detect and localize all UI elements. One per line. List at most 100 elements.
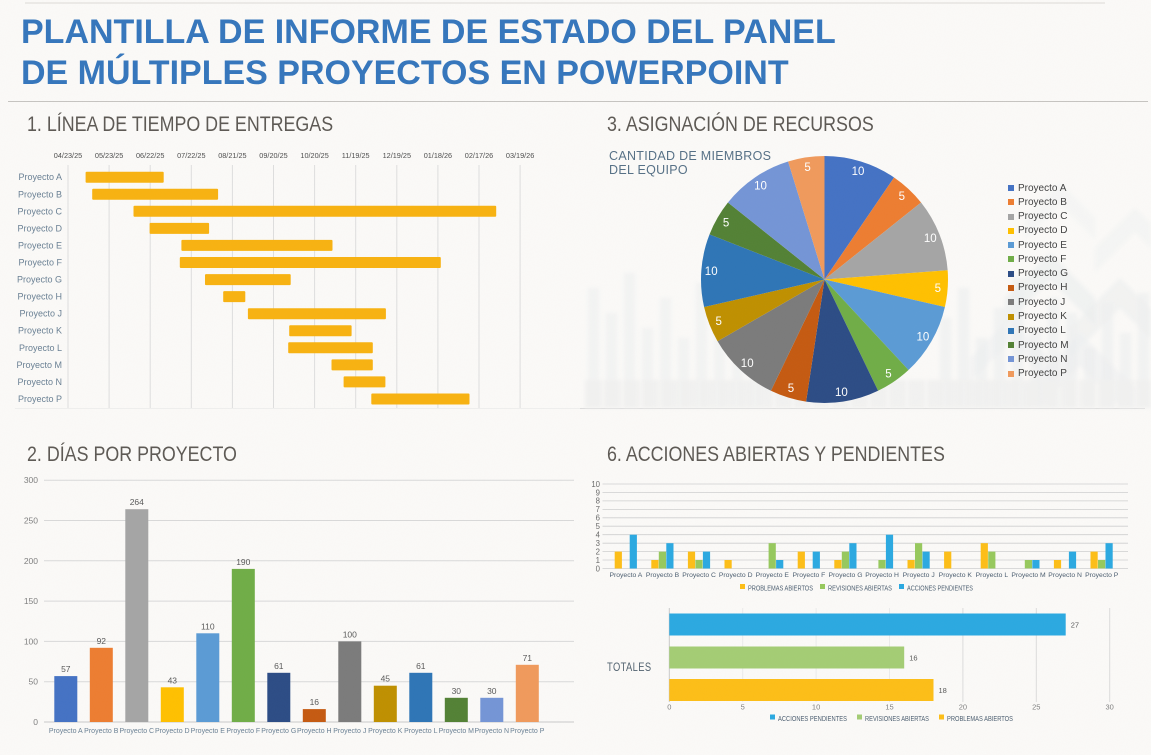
- svg-text:16: 16: [909, 654, 917, 663]
- svg-text:4: 4: [596, 531, 601, 540]
- svg-text:Proyecto P: Proyecto P: [18, 394, 62, 404]
- svg-text:10: 10: [917, 331, 930, 343]
- svg-text:5: 5: [715, 316, 721, 328]
- svg-text:200: 200: [24, 556, 38, 566]
- svg-text:Proyecto E: Proyecto E: [191, 728, 226, 735]
- svg-text:06/22/25: 06/22/25: [136, 151, 164, 160]
- svg-text:Proyecto N: Proyecto N: [17, 377, 62, 387]
- svg-text:10: 10: [852, 166, 865, 178]
- svg-text:Proyecto A: Proyecto A: [49, 728, 83, 735]
- svg-text:5: 5: [788, 383, 794, 395]
- svg-text:Proyecto F: Proyecto F: [18, 258, 62, 268]
- svg-text:Proyecto A: Proyecto A: [609, 572, 642, 579]
- svg-text:04/23/25: 04/23/25: [54, 151, 82, 160]
- svg-text:Proyecto B: Proyecto B: [646, 572, 680, 579]
- svg-text:25: 25: [1032, 703, 1040, 712]
- svg-text:12/19/25: 12/19/25: [383, 151, 411, 160]
- svg-text:PROBLEMAS ABIERTOS: PROBLEMAS ABIERTOS: [947, 714, 1013, 723]
- svg-text:92: 92: [97, 636, 107, 646]
- svg-text:Proyecto M: Proyecto M: [1011, 572, 1046, 579]
- svg-text:Proyecto G: Proyecto G: [17, 275, 62, 285]
- svg-text:30: 30: [452, 686, 462, 696]
- svg-text:5: 5: [804, 162, 810, 174]
- svg-text:Proyecto L: Proyecto L: [404, 728, 438, 735]
- svg-text:100: 100: [343, 629, 357, 639]
- svg-text:Proyecto F: Proyecto F: [792, 572, 825, 579]
- svg-text:43: 43: [168, 675, 178, 685]
- svg-text:Proyecto J: Proyecto J: [903, 572, 935, 579]
- svg-text:07/22/25: 07/22/25: [177, 151, 205, 160]
- svg-text:2: 2: [596, 547, 600, 556]
- svg-text:16: 16: [310, 697, 320, 707]
- svg-text:Proyecto C: Proyecto C: [17, 206, 62, 216]
- svg-text:08/21/25: 08/21/25: [218, 151, 246, 160]
- svg-text:Proyecto D: Proyecto D: [719, 572, 753, 579]
- svg-text:5: 5: [935, 283, 941, 295]
- svg-text:11/19/25: 11/19/25: [342, 151, 370, 160]
- svg-text:0: 0: [596, 564, 601, 573]
- svg-text:10: 10: [705, 266, 718, 278]
- svg-text:10: 10: [835, 387, 848, 399]
- svg-text:30: 30: [1106, 703, 1114, 712]
- svg-text:01/18/26: 01/18/26: [424, 151, 452, 160]
- svg-text:8: 8: [596, 497, 600, 506]
- svg-text:02/17/26: 02/17/26: [465, 151, 493, 160]
- svg-text:Proyecto C: Proyecto C: [119, 728, 154, 735]
- svg-text:5: 5: [723, 218, 729, 230]
- svg-text:18: 18: [939, 686, 947, 695]
- svg-text:Proyecto J: Proyecto J: [333, 728, 366, 735]
- svg-text:100: 100: [24, 636, 38, 646]
- svg-text:Proyecto K: Proyecto K: [18, 326, 62, 336]
- svg-text:190: 190: [236, 557, 250, 567]
- svg-text:1: 1: [596, 556, 600, 565]
- svg-text:Proyecto A: Proyecto A: [18, 172, 62, 182]
- svg-text:Proyecto J: Proyecto J: [19, 309, 62, 319]
- svg-text:250: 250: [24, 516, 38, 526]
- svg-text:7: 7: [596, 505, 600, 514]
- svg-text:10: 10: [591, 480, 600, 489]
- svg-text:10: 10: [812, 703, 820, 712]
- svg-text:Proyecto E: Proyecto E: [756, 572, 790, 579]
- svg-text:Proyecto N: Proyecto N: [1048, 572, 1082, 579]
- svg-text:Proyecto C: Proyecto C: [682, 572, 716, 579]
- svg-text:3: 3: [596, 539, 600, 548]
- svg-text:Proyecto F: Proyecto F: [226, 728, 260, 735]
- svg-text:5: 5: [596, 522, 601, 531]
- svg-text:45: 45: [381, 674, 391, 684]
- svg-text:03/19/26: 03/19/26: [506, 151, 534, 160]
- svg-text:ACCIONES PENDIENTES: ACCIONES PENDIENTES: [907, 584, 973, 593]
- svg-text:6: 6: [596, 514, 600, 523]
- svg-text:Proyecto K: Proyecto K: [939, 572, 973, 579]
- svg-text:Proyecto G: Proyecto G: [829, 572, 863, 579]
- svg-text:Proyecto H: Proyecto H: [17, 292, 62, 302]
- svg-text:30: 30: [487, 686, 497, 696]
- svg-text:Proyecto N: Proyecto N: [474, 728, 509, 735]
- svg-text:Proyecto L: Proyecto L: [976, 572, 1009, 579]
- svg-text:71: 71: [523, 653, 533, 663]
- svg-text:Proyecto M: Proyecto M: [439, 728, 475, 735]
- svg-text:REVISIONES ABIERTAS: REVISIONES ABIERTAS: [828, 584, 892, 593]
- svg-text:0: 0: [33, 717, 38, 727]
- svg-text:61: 61: [416, 661, 426, 671]
- svg-text:10/20/25: 10/20/25: [300, 151, 328, 160]
- svg-text:Proyecto K: Proyecto K: [368, 728, 403, 735]
- svg-text:20: 20: [959, 703, 967, 712]
- svg-text:50: 50: [29, 677, 39, 687]
- svg-text:300: 300: [24, 475, 38, 485]
- svg-text:61: 61: [274, 661, 284, 671]
- svg-text:150: 150: [24, 596, 38, 606]
- svg-text:Proyecto D: Proyecto D: [17, 223, 62, 233]
- svg-text:REVISIONES ABIERTAS: REVISIONES ABIERTAS: [865, 714, 929, 723]
- svg-text:5: 5: [741, 703, 745, 712]
- svg-text:09/20/25: 09/20/25: [259, 151, 287, 160]
- svg-text:110: 110: [201, 621, 215, 631]
- svg-text:Proyecto D: Proyecto D: [155, 728, 190, 735]
- svg-text:ACCIONES PENDIENTES: ACCIONES PENDIENTES: [778, 714, 847, 723]
- svg-text:PROBLEMAS ABIERTOS: PROBLEMAS ABIERTOS: [748, 584, 813, 593]
- svg-text:Proyecto H: Proyecto H: [297, 728, 332, 735]
- svg-text:15: 15: [885, 703, 893, 712]
- svg-text:Proyecto P: Proyecto P: [1085, 572, 1119, 579]
- svg-text:9: 9: [596, 488, 600, 497]
- svg-text:27: 27: [1071, 621, 1079, 630]
- svg-text:10: 10: [924, 233, 937, 245]
